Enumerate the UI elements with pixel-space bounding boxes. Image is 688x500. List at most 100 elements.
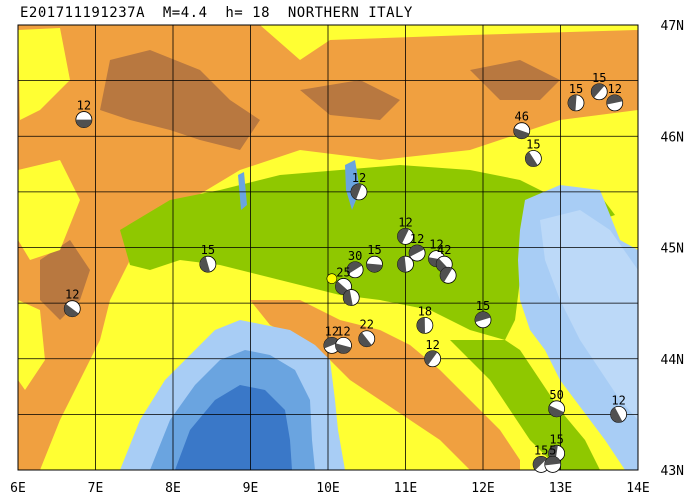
event-depth-label: 12 xyxy=(398,215,412,229)
longitude-label: 6E xyxy=(10,481,26,496)
focal-mechanism: 30 xyxy=(346,249,364,279)
terrain-po-plain xyxy=(120,165,615,340)
event-depth-label: 30 xyxy=(348,249,362,263)
event-depth-label: 12 xyxy=(336,324,350,338)
latitude-label: 45N xyxy=(661,242,684,257)
event-depth-label: 15 xyxy=(367,243,381,257)
focal-mechanism: 12 xyxy=(408,232,426,262)
event-depth-label: 12 xyxy=(325,324,339,338)
beachball-compressional-quadrant xyxy=(591,83,605,98)
focal-mechanism: 15 xyxy=(366,243,383,273)
event-depth-label: 12 xyxy=(77,99,91,113)
focal-mechanism: 12 xyxy=(424,338,442,368)
beachball-compressional-quadrant xyxy=(533,456,547,470)
longitude-label: 8E xyxy=(165,481,181,496)
longitude-label: 13E xyxy=(549,481,572,496)
focal-mechanism xyxy=(439,266,457,284)
longitude-label: 10E xyxy=(316,481,339,496)
event-depth-label: 12 xyxy=(425,338,439,352)
sea-adriatic-shelf xyxy=(540,210,638,420)
focal-mechanism: 12 xyxy=(335,324,352,354)
longitude-label: 12E xyxy=(471,481,494,496)
beachball-compressional-quadrant xyxy=(358,332,372,347)
event-depth-label: 15 xyxy=(549,432,563,446)
beachball-compressional-quadrant xyxy=(335,343,352,354)
latitude-label: 47N xyxy=(661,19,684,34)
beachball-compressional-quadrant xyxy=(351,183,362,200)
focal-mechanism: 12 xyxy=(63,288,81,318)
beachball-compressional-quadrant xyxy=(397,228,410,244)
beachball-compressional-quadrant xyxy=(323,337,340,349)
focal-mechanism: 22 xyxy=(358,318,376,348)
latitude-label: 46N xyxy=(661,130,684,145)
event-depth-label: 15 xyxy=(526,138,540,152)
focal-mechanism: 18 xyxy=(416,304,434,334)
beachball-compressional-quadrant xyxy=(548,405,564,417)
focal-mechanism: 12 xyxy=(610,393,628,423)
event-depth-label: 15 xyxy=(569,82,583,96)
beachball-compressional-quadrant xyxy=(416,317,426,334)
event-depth-label: 15 xyxy=(592,71,606,85)
beachball-compressional-quadrant xyxy=(610,407,623,423)
longitude-label: 7E xyxy=(88,481,104,496)
beachball-compressional-quadrant xyxy=(343,289,353,306)
focal-mechanism: 15 xyxy=(567,82,585,112)
event-depth-label: 12 xyxy=(611,393,625,407)
terrain-alpine-peaks xyxy=(40,50,560,320)
beachball-compressional-quadrant xyxy=(544,456,561,466)
event-depth-label: 25 xyxy=(336,265,350,279)
focal-mechanism xyxy=(342,289,360,306)
focal-mechanism: 5 xyxy=(544,443,562,473)
terrain-west-hills xyxy=(18,28,80,390)
beachball-compressional-quadrant xyxy=(397,256,407,273)
focal-mechanism: 15 xyxy=(474,299,492,329)
event-depth-label: 42 xyxy=(437,243,451,257)
event-depth-label: 12 xyxy=(410,232,424,246)
event-depth-label: 15 xyxy=(534,443,548,457)
beachball-compressional-quadrant xyxy=(64,303,79,317)
beachball-compressional-quadrant xyxy=(366,263,383,273)
focal-mechanism: 15 xyxy=(199,243,217,273)
event-depth-label: 12 xyxy=(429,238,443,252)
terrain-adriatic-coastal-plain xyxy=(450,340,600,470)
focal-mechanism: 46 xyxy=(513,110,531,140)
latitude-label: 44N xyxy=(661,353,684,368)
map-title: E201711191237A M=4.4 h= 18 NORTHERN ITAL… xyxy=(20,5,413,21)
beachball-compressional-quadrant xyxy=(347,261,362,274)
longitude-label: 9E xyxy=(243,481,259,496)
beachball-compressional-quadrant xyxy=(513,127,530,139)
focal-mechanism: 15 xyxy=(524,138,542,167)
beachball-compressional-quadrant xyxy=(409,245,425,257)
beachball-compressional-quadrant xyxy=(525,151,538,167)
lake-maggiore xyxy=(238,172,247,210)
event-depth-label: 18 xyxy=(418,304,432,318)
latitude-label: 43N xyxy=(661,464,684,479)
event-depth-label: 15 xyxy=(201,243,215,257)
event-depth-label: 50 xyxy=(549,388,563,402)
current-event-marker xyxy=(326,273,338,284)
beachball-compressional-quadrant xyxy=(475,311,491,323)
focal-mechanism: 12 xyxy=(606,82,624,112)
longitude-label: 11E xyxy=(394,481,417,496)
sea-ligurian-deepest xyxy=(175,385,292,470)
event-depth-label: 12 xyxy=(65,288,79,302)
event-depth-label: 12 xyxy=(608,82,622,96)
latitude-labels: 47N 46N 45N 44N 43N xyxy=(661,19,684,479)
event-depth-label: 46 xyxy=(515,110,529,124)
focal-mechanism: 12 xyxy=(75,99,93,128)
beachball-compressional-quadrant xyxy=(440,267,453,283)
terrain-apennines xyxy=(250,300,520,470)
focal-mechanism: 12 xyxy=(323,324,341,354)
focal-mechanism: 15 xyxy=(590,71,608,101)
event-depth-label: 12 xyxy=(352,171,366,185)
focal-mechanism: 50 xyxy=(548,388,566,418)
beachball-compressional-quadrant xyxy=(75,119,92,128)
focal-mechanism: 12 xyxy=(397,215,414,245)
longitude-label: 14E xyxy=(626,481,649,496)
longitude-labels: 6E 7E 8E 9E 10E 11E 12E 13E 14E xyxy=(10,481,650,496)
event-depth-label: 15 xyxy=(476,299,490,313)
beachball-compressional-quadrant xyxy=(199,256,211,273)
map-frame xyxy=(17,24,639,471)
focal-mechanism: 12 xyxy=(350,171,368,201)
